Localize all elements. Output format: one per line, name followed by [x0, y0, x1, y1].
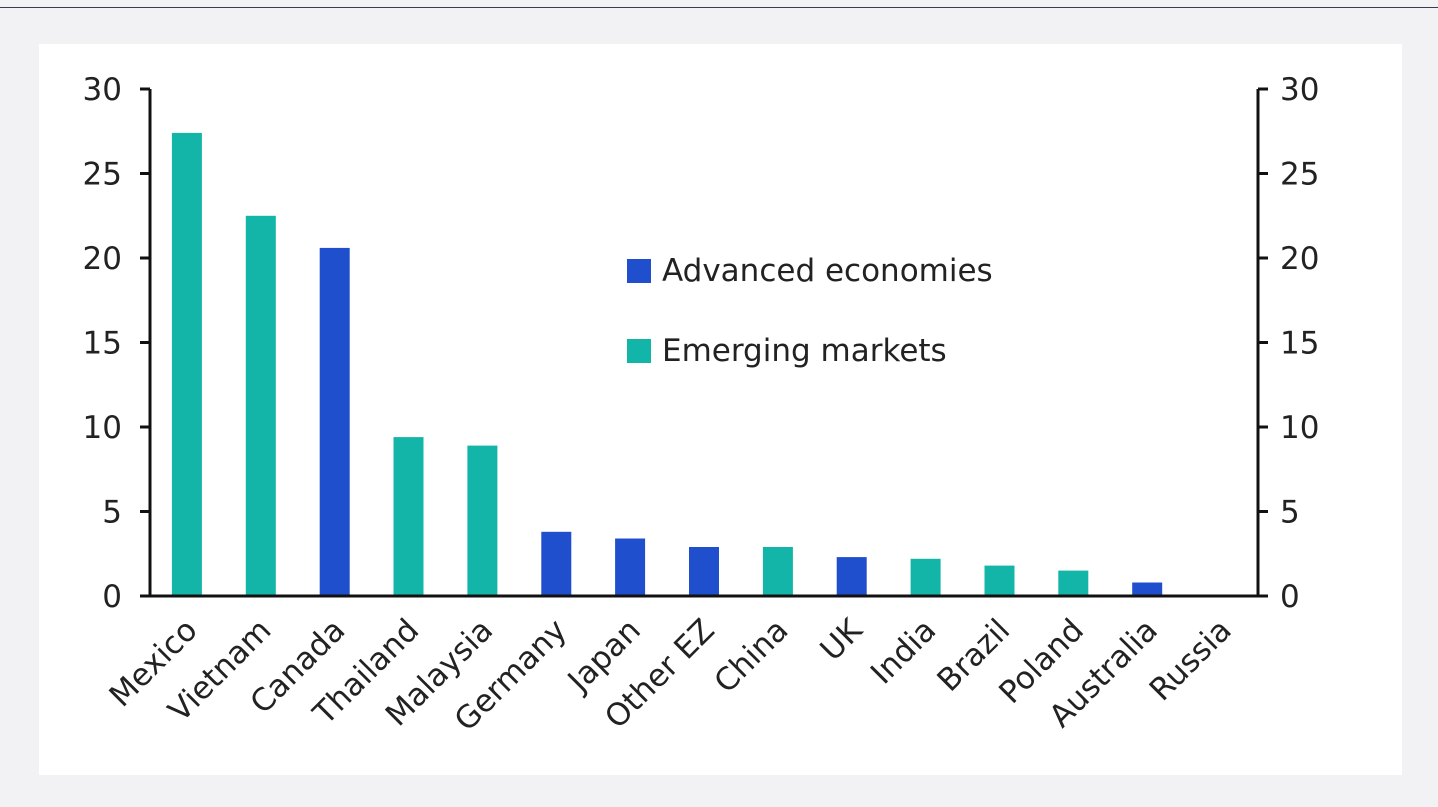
left-tick-label: 10 — [83, 410, 122, 446]
category-label-india: India — [864, 612, 943, 691]
bar-brazil — [984, 565, 1015, 596]
legend-swatch-advanced-economies — [627, 259, 651, 283]
left-tick-label: 15 — [83, 326, 122, 362]
left-tick-label: 30 — [83, 72, 122, 108]
right-axis-ticks: 0 5 10 15 20 25 30 — [1258, 72, 1319, 615]
bar-japan — [615, 538, 646, 596]
category-label-china: China — [707, 612, 795, 700]
bar-poland — [1058, 570, 1089, 596]
bar-australia — [1132, 582, 1163, 596]
left-tick-label: 5 — [102, 495, 122, 531]
right-tick-label: 0 — [1280, 579, 1300, 615]
category-label-russia: Russia — [1143, 612, 1239, 708]
top-divider — [0, 7, 1438, 8]
legend: Advanced economies Emerging markets — [627, 253, 993, 369]
bar-malaysia — [467, 445, 498, 596]
left-axis-ticks: 0 5 10 15 20 25 30 — [83, 72, 150, 615]
bars-layer — [171, 132, 1163, 597]
right-tick-label: 5 — [1280, 495, 1300, 531]
legend-label-advanced-economies: Advanced economies — [662, 253, 993, 289]
right-tick-label: 30 — [1280, 72, 1319, 108]
legend-swatch-emerging-markets — [627, 339, 651, 363]
category-labels: MexicoVietnamCanadaThailandMalaysiaGerma… — [103, 612, 1239, 739]
bar-india — [910, 558, 941, 596]
bar-thailand — [393, 437, 424, 596]
bar-china — [762, 547, 793, 596]
right-tick-label: 25 — [1280, 157, 1319, 193]
right-tick-label: 15 — [1280, 326, 1319, 362]
left-tick-label: 0 — [102, 579, 122, 615]
left-tick-label: 20 — [83, 241, 122, 277]
legend-label-emerging-markets: Emerging markets — [662, 333, 947, 369]
bar-uk — [836, 557, 867, 596]
bar-canada — [319, 247, 350, 596]
right-tick-label: 10 — [1280, 410, 1319, 446]
left-tick-label: 25 — [83, 157, 122, 193]
bar-vietnam — [245, 215, 276, 597]
bar-mexico — [171, 132, 202, 596]
bar-other-ez — [689, 547, 719, 596]
right-tick-label: 20 — [1280, 241, 1319, 277]
category-label-uk: UK — [814, 612, 870, 668]
bar-germany — [541, 531, 572, 596]
